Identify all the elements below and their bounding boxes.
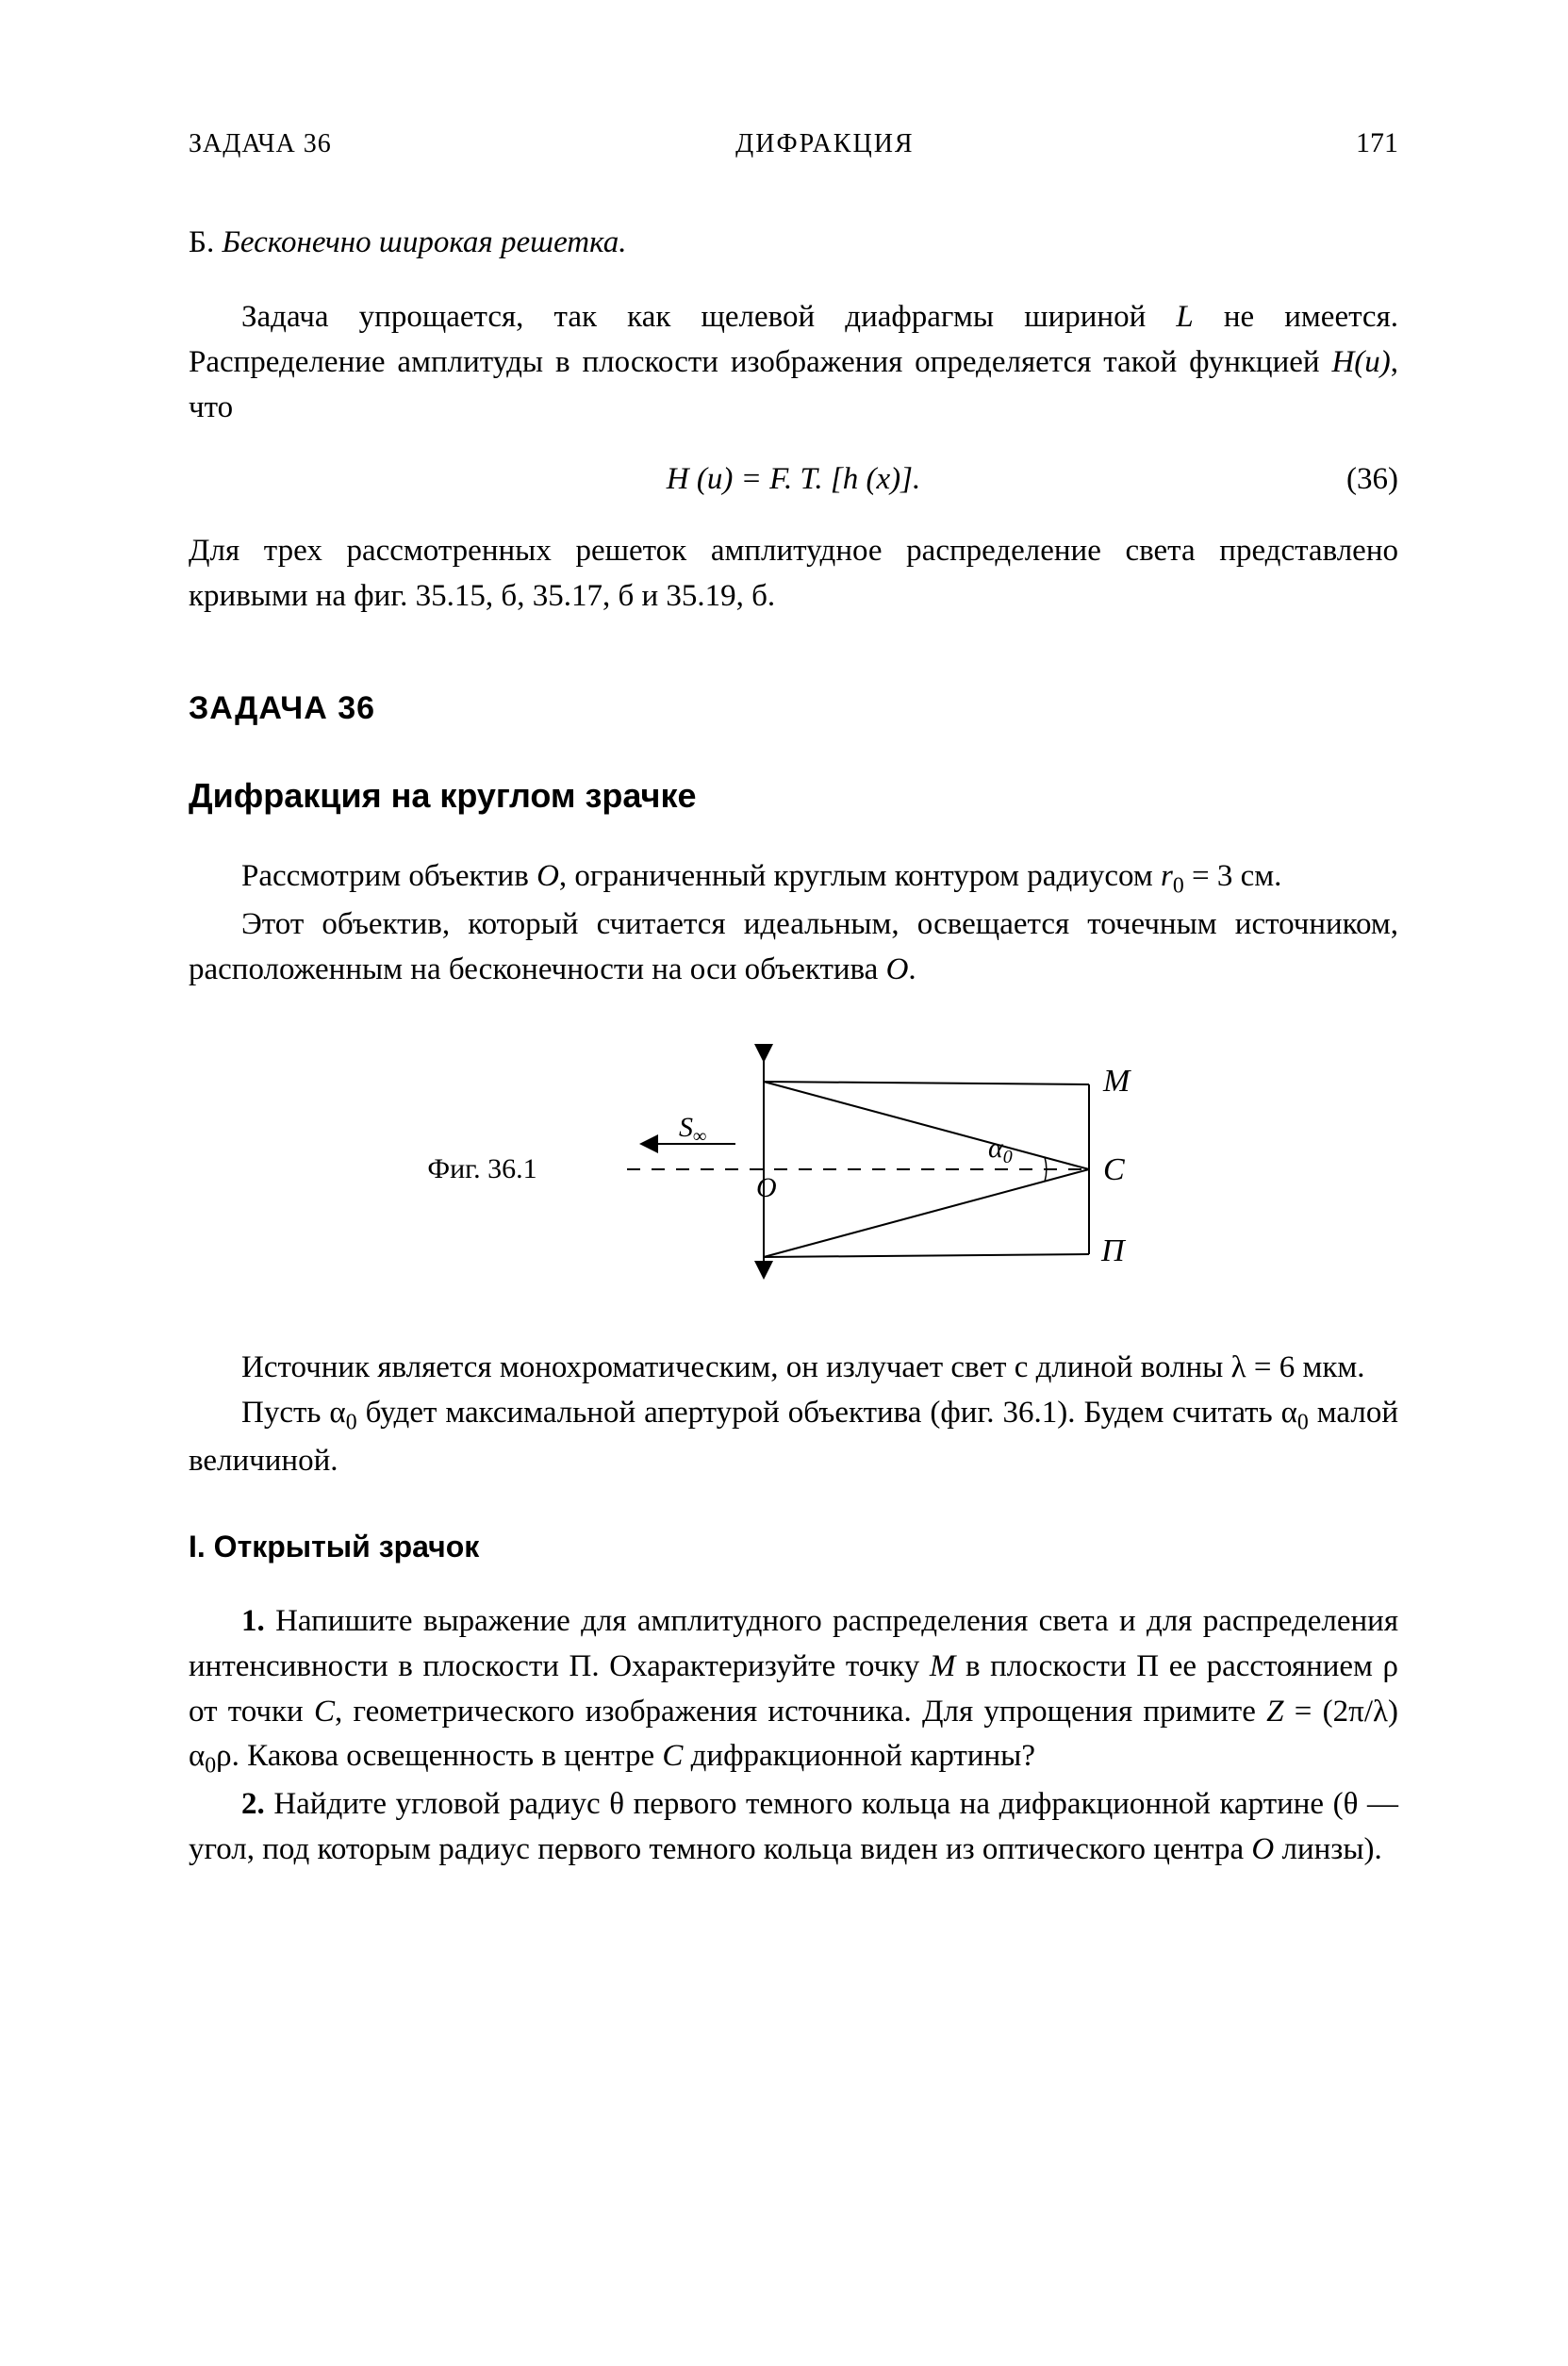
- p6-b: будет максимальной апертурой объектива (…: [357, 1396, 1297, 1430]
- sub0-3: 0: [205, 1754, 216, 1779]
- p3-b: , ограниченный круглым контуром радиусом: [559, 859, 1161, 893]
- sym-C1: C: [314, 1695, 335, 1729]
- q1-num: 1.: [241, 1604, 275, 1638]
- figure-36-1: Фиг. 36.1 S∞ O α0 M C П: [189, 1042, 1398, 1297]
- sub0-2: 0: [1297, 1410, 1309, 1434]
- sym-O1: O: [536, 859, 559, 893]
- figure-svg: S∞ O α0 M C П: [575, 1042, 1160, 1297]
- paragraph-1: Задача упрощается, так как щелевой диафр…: [189, 295, 1398, 431]
- header-center: ДИФРАКЦИЯ: [735, 125, 914, 164]
- sym-Z: Z: [1266, 1695, 1283, 1729]
- question-1: 1. Напишите выражение для амплитудного р…: [189, 1599, 1398, 1783]
- section-1-heading: I. Открытый зрачок: [189, 1525, 1398, 1568]
- q2-c: линзы).: [1274, 1832, 1382, 1866]
- sym-L: L: [1176, 300, 1193, 334]
- equation-36: H (u) = F. T. [h (x)]. (36): [189, 457, 1398, 503]
- page-number: 171: [1356, 123, 1398, 164]
- paragraph-2: Для трех рассмотренных решеток амплитудн…: [189, 529, 1398, 620]
- eq36-body: H (u) = F. T. [h (x)].: [667, 457, 920, 503]
- fig-label-C: C: [1103, 1152, 1125, 1187]
- sym-Hu: H(u): [1331, 345, 1390, 379]
- fig-label-M: M: [1102, 1064, 1131, 1099]
- paragraph-4: Этот объектив, который считается идеальн…: [189, 902, 1398, 993]
- q1-g: дифракционной картины?: [683, 1739, 1035, 1773]
- sym-r0: r0: [1161, 859, 1184, 893]
- q1-d: , геометрического изображения источника.…: [335, 1695, 1266, 1729]
- p4-b: .: [908, 952, 916, 986]
- eq36-number: (36): [1346, 457, 1398, 503]
- p4-a: Этот объектив, который считается идеальн…: [189, 907, 1398, 986]
- sym-O3: O: [1251, 1832, 1274, 1866]
- q2-b: Найдите угловой радиус θ первого темного…: [189, 1787, 1398, 1866]
- p3-c: = 3 см.: [1184, 859, 1282, 893]
- paragraph-3: Рассмотрим объектив O, ограниченный круг…: [189, 854, 1398, 902]
- sym-C2: C: [662, 1739, 683, 1773]
- problem-heading: ЗАДАЧА 36: [189, 686, 1398, 732]
- q2-num: 2.: [241, 1787, 273, 1821]
- paragraph-6: Пусть α0 будет максимальной апертурой об…: [189, 1391, 1398, 1484]
- sym-M: M: [930, 1649, 956, 1683]
- question-2: 2. Найдите угловой радиус θ первого темн…: [189, 1782, 1398, 1873]
- sym-O2: O: [886, 952, 909, 986]
- fig-label-S: S∞: [679, 1112, 706, 1147]
- paragraph-5: Источник является монохроматическим, он …: [189, 1346, 1398, 1391]
- problem-title: Дифракция на круглом зрачке: [189, 771, 1398, 820]
- fig-label-O: O: [756, 1172, 777, 1203]
- header-left: ЗАДАЧА 36: [189, 125, 332, 164]
- p1-a: Задача упрощается, так как щелевой диафр…: [241, 300, 1176, 334]
- running-header: ЗАДАЧА 36 ДИФРАКЦИЯ 171: [189, 123, 1398, 164]
- p6-a: Пусть α: [241, 1396, 346, 1430]
- fig-label-alpha: α0: [988, 1133, 1013, 1167]
- figure-caption: Фиг. 36.1: [427, 1149, 536, 1190]
- sub0-1: 0: [346, 1410, 357, 1434]
- subsection-b-label: Б. Бесконечно широкая решетка.: [189, 221, 1398, 266]
- subsection-title: Бесконечно широкая решетка.: [222, 225, 626, 259]
- q1-f: ρ. Какова освещенность в центре: [216, 1739, 662, 1773]
- fig-label-Pi: П: [1100, 1233, 1127, 1268]
- subsection-prefix: Б.: [189, 225, 214, 259]
- p3-a: Рассмотрим объектив: [241, 859, 536, 893]
